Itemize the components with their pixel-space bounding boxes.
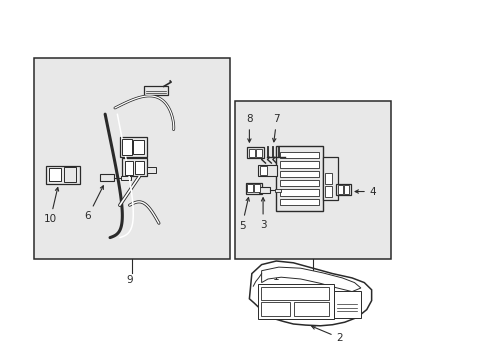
Bar [245,183,261,194]
Text: 10: 10 [44,188,59,224]
Bar [247,184,252,192]
Bar [34,58,229,259]
Text: 9: 9 [126,275,133,285]
Text: 1: 1 [272,272,279,282]
Bar [294,302,328,316]
Bar [344,185,348,194]
Bar [257,165,277,176]
Bar [280,161,318,168]
Bar [276,146,322,211]
Bar [322,157,338,200]
Text: 2: 2 [311,326,343,343]
Bar [133,140,144,154]
Bar [261,302,290,316]
Bar [324,186,331,197]
Text: 5: 5 [238,198,249,231]
Text: 6: 6 [84,186,103,221]
Bar [256,149,262,157]
Bar [336,184,350,195]
Text: 8: 8 [245,114,252,142]
Bar [146,167,155,173]
Bar [246,147,264,158]
Bar [333,291,360,318]
Polygon shape [249,261,371,326]
Bar [280,199,318,205]
Text: 4: 4 [354,186,376,197]
Text: 7: 7 [272,114,280,142]
Bar [259,166,266,175]
Bar [135,161,143,174]
Bar [122,139,132,155]
Bar [280,180,318,186]
Bar [121,176,130,180]
Text: 3: 3 [259,198,266,230]
Bar [254,184,259,192]
Bar [122,158,146,176]
Bar [49,168,61,181]
Bar [63,167,76,182]
Bar [324,173,331,184]
Bar [258,284,333,319]
Bar [261,287,328,300]
Bar [144,86,167,95]
Bar [100,174,114,181]
Bar [337,185,342,194]
Bar [46,166,80,184]
Bar [280,171,318,177]
Bar [274,189,280,192]
Bar [259,187,269,193]
Polygon shape [261,267,360,292]
Bar [280,152,318,158]
Bar [248,149,254,157]
Bar [280,189,318,196]
Bar [234,101,390,259]
Bar [120,137,146,157]
Bar [124,161,133,175]
